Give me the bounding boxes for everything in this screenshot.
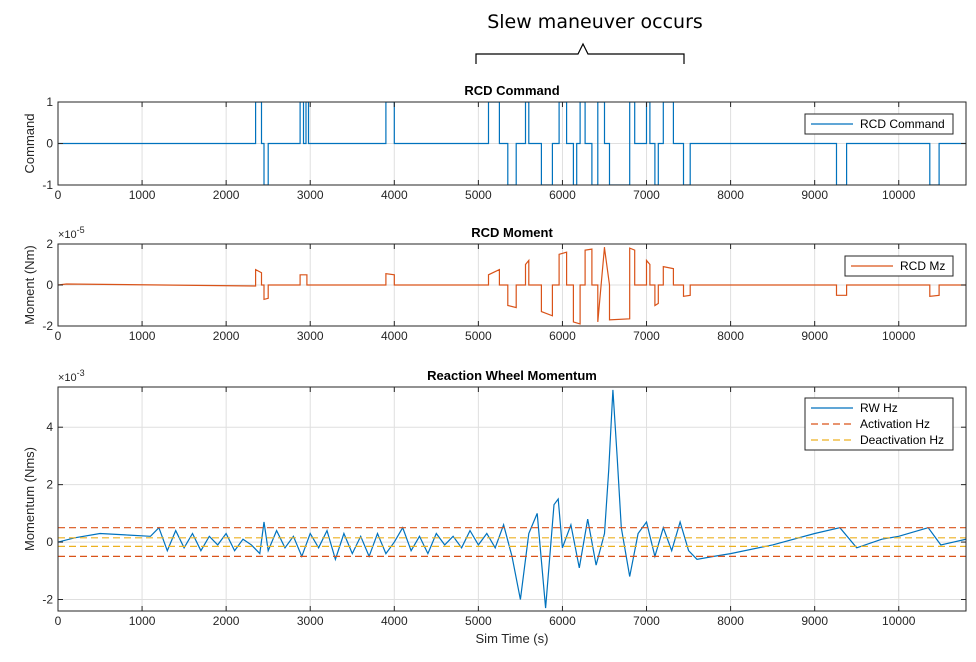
panel3-x-tick-label: 1000 [129, 614, 156, 628]
panel1-title: RCD Command [464, 83, 559, 98]
annotation-brace [475, 42, 685, 64]
panel2-x-tick-label: 2000 [213, 329, 240, 343]
panel3-x-tick-label: 7000 [633, 614, 660, 628]
panel3-y-axis-label: Momentum (Nms) [22, 447, 37, 551]
panel2-title: RCD Moment [471, 225, 553, 240]
panel2-y-exponent: ×10-5 [58, 225, 85, 241]
panel1-x-tick-label: 10000 [882, 188, 916, 202]
panel1-x-tick-label: 1000 [129, 188, 156, 202]
panel3-y-tick-label: 4 [46, 420, 53, 434]
panel2-legend-label: RCD Mz [900, 259, 945, 273]
panel3-x-tick-label: 9000 [801, 614, 828, 628]
panel1-y-tick-label: 0 [46, 137, 53, 151]
panel3-x-tick-label: 5000 [465, 614, 492, 628]
panel1-x-tick-label: 3000 [297, 188, 324, 202]
panel3-x-tick-label: 8000 [717, 614, 744, 628]
panel3-legend-label: Activation Hz [860, 417, 930, 431]
panel2-x-tick-label: 5000 [465, 329, 492, 343]
panel3-y-tick-label: 2 [46, 478, 53, 492]
panel3-x-tick-label: 4000 [381, 614, 408, 628]
panel3-x-axis-label: Sim Time (s) [476, 631, 549, 646]
panel3-series-deactivation-hz [58, 537, 966, 547]
panel1-y-tick-label: 1 [46, 95, 53, 109]
panel3-x-tick-label: 3000 [297, 614, 324, 628]
panel1-legend-label: RCD Command [860, 117, 945, 131]
panel3-y-tick-label: 0 [46, 535, 53, 549]
panel1-y-axis-label: Command [22, 114, 37, 174]
panel1-x-tick-label: 8000 [717, 188, 744, 202]
panel3-series-activation-hz [58, 527, 966, 557]
annotation-text: Slew maneuver occurs [487, 11, 703, 33]
panel3-x-tick-label: 0 [55, 614, 62, 628]
panel2-x-tick-label: 3000 [297, 329, 324, 343]
panel3-y-exponent: ×10-3 [58, 368, 85, 384]
panel2-x-tick-label: 9000 [801, 329, 828, 343]
panel3-legend-label: RW Hz [860, 401, 898, 415]
panel2-x-tick-label: 6000 [549, 329, 576, 343]
panel2-x-tick-label: 0 [55, 329, 62, 343]
panel2-x-tick-label: 7000 [633, 329, 660, 343]
panel3-legend-label: Deactivation Hz [860, 433, 944, 447]
panel3-x-tick-label: 10000 [882, 614, 916, 628]
panel1-x-tick-label: 2000 [213, 188, 240, 202]
panel2-x-tick-label: 8000 [717, 329, 744, 343]
panel3-x-tick-label: 2000 [213, 614, 240, 628]
panel3-axes-box [57, 386, 967, 612]
panel2-y-tick-label: -2 [42, 319, 53, 333]
panel2-legend-box [844, 255, 954, 277]
panel3-title: Reaction Wheel Momentum [427, 368, 597, 383]
panel1-x-tick-label: 5000 [465, 188, 492, 202]
panel2-series-rcd-mz [58, 247, 966, 325]
panel2-y-tick-label: 0 [46, 278, 53, 292]
panel2-y-axis-label: Moment (Nm) [22, 245, 37, 324]
panel3-y-tick-label: -2 [42, 593, 53, 607]
panel2-y-tick-label: 2 [46, 237, 53, 251]
panel1-x-tick-label: 7000 [633, 188, 660, 202]
panel2-x-tick-label: 4000 [381, 329, 408, 343]
panel1-x-tick-label: 9000 [801, 188, 828, 202]
panel1-x-tick-label: 4000 [381, 188, 408, 202]
panel1-x-tick-label: 0 [55, 188, 62, 202]
panel3-series-rw-hz [58, 389, 966, 609]
panel3-x-tick-label: 6000 [549, 614, 576, 628]
panel2-x-tick-label: 1000 [129, 329, 156, 343]
panel3-legend-box [804, 397, 954, 451]
panel1-x-tick-label: 6000 [549, 188, 576, 202]
panel1-y-tick-label: -1 [42, 178, 53, 192]
panel2-x-tick-label: 10000 [882, 329, 916, 343]
panel1-legend-box [804, 113, 954, 135]
